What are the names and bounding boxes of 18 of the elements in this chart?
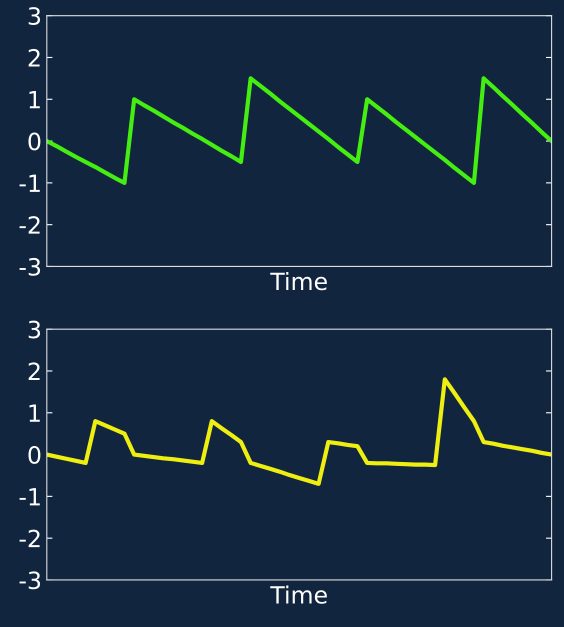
line-series (46, 76, 552, 185)
y-tick-label: 2 (28, 48, 40, 66)
y-tick-label: 1 (30, 91, 40, 108)
x-axis-title: Time (270, 272, 327, 290)
y-tick-label: -2 (20, 530, 40, 548)
x-axis-title: Time (270, 586, 327, 604)
y-tick-label: 1 (30, 404, 40, 422)
y-tick-label: -3 (20, 258, 40, 276)
y-tick-label: -1 (20, 174, 40, 192)
y-tick-label: -1 (20, 488, 40, 506)
line-series (46, 377, 552, 486)
y-tick-label: 3 (28, 320, 40, 338)
y-tick-label: -2 (20, 216, 40, 234)
y-tick-label: 3 (28, 7, 40, 25)
y-tick-label: -3 (20, 571, 40, 590)
y-tick-label: 2 (28, 362, 40, 380)
y-tick-label: 0 (28, 132, 40, 150)
y-tick-label: 0 (28, 446, 40, 464)
